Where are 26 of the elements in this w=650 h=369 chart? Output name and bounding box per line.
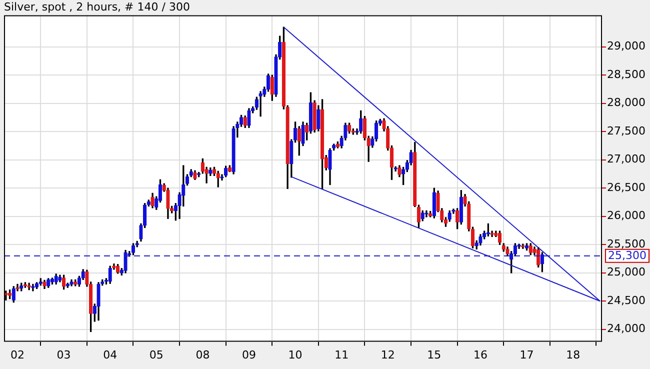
y-tick-label: 25,000 <box>607 266 646 279</box>
x-tick-label: 17 <box>520 348 534 362</box>
x-tick-label: 11 <box>334 348 349 362</box>
x-tick-label: 04 <box>103 348 118 362</box>
y-tick-label: 29,000 <box>607 40 646 53</box>
x-tick-label: 09 <box>242 348 256 362</box>
x-tick-label: 16 <box>473 348 488 362</box>
chart-title: Silver, spot , 2 hours, # 140 / 300 <box>4 0 190 14</box>
y-tick-label: 28,000 <box>607 96 646 110</box>
y-tick-label: 26,500 <box>607 180 646 194</box>
x-tick-label: 05 <box>149 348 164 362</box>
y-tick-label: 25,500 <box>607 237 646 250</box>
y-tick-label: 26,000 <box>607 209 646 222</box>
x-tick-label: 10 <box>288 348 302 362</box>
x-tick-label: 12 <box>380 348 395 362</box>
y-tick-label: 28,500 <box>607 68 646 81</box>
y-tick-label: 27,500 <box>607 124 646 138</box>
x-tick-label: 15 <box>427 348 442 362</box>
y-tick-label: 24,000 <box>607 322 646 336</box>
y-tick-label: 24,500 <box>607 294 646 307</box>
x-tick-label: 18 <box>566 348 580 362</box>
y-tick-label: 27,000 <box>607 152 646 166</box>
x-tick-label: 08 <box>196 348 210 362</box>
ref-line-label: 25,300 <box>608 248 646 262</box>
x-tick-label: 02 <box>10 348 25 362</box>
x-tick-label: 03 <box>56 348 71 362</box>
